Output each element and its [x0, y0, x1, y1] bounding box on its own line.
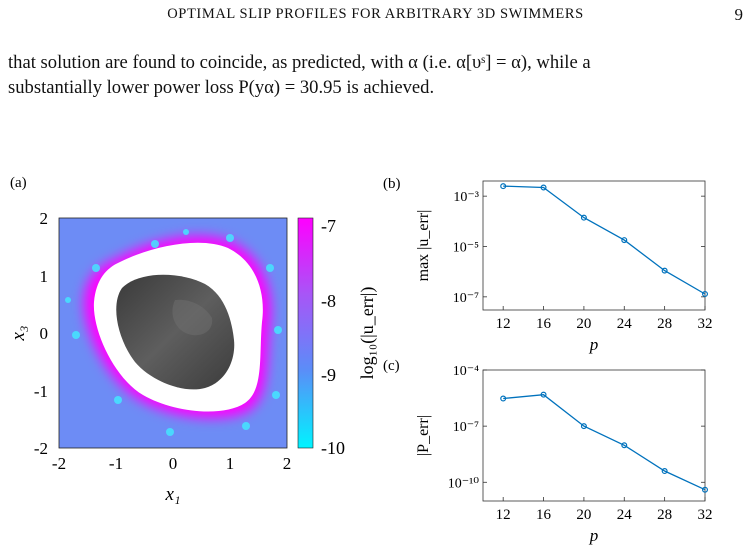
- cbar-tick-1: -8: [321, 291, 336, 311]
- panel-b-chart: 12 16 20 24 28 32 10⁻³ 10⁻⁵ 10⁻⁷ p max |u_err|: [415, 180, 713, 354]
- chart-b-xtick-label: 16: [536, 316, 552, 332]
- chart-b-ytick-label: 10⁻³: [453, 190, 479, 205]
- a-xtick-2: 0: [169, 454, 178, 473]
- a-ytick-0: 2: [40, 209, 49, 228]
- colorbar-label: log₁₀(|u_err|): [357, 287, 378, 380]
- chart-c-data-point: [701, 486, 708, 493]
- chart-c-ytick-label: 10⁻¹⁰: [448, 476, 480, 491]
- chart-b-data-point: [540, 184, 547, 191]
- chart-b-data-point: [701, 290, 708, 297]
- chart-b-series-line: [503, 185, 706, 295]
- chart-b-xtick-label: 32: [698, 316, 713, 332]
- page-number: 9: [734, 5, 744, 24]
- chart-b-frame: [482, 180, 706, 311]
- running-header: OPTIMAL SLIP PROFILES FOR ARBITRARY 3D S…: [0, 2, 751, 26]
- panel-a-label: (a): [10, 175, 27, 191]
- chart-b-xtick-label: 12: [496, 316, 511, 332]
- chart-c-ylabel: |P_err|: [415, 415, 432, 456]
- chart-c-xtick-label: 24: [617, 507, 633, 523]
- chart-c-xlabel: p: [589, 526, 599, 545]
- panel-a-frame: [58, 217, 288, 449]
- a-ytick-3: -1: [34, 382, 48, 401]
- chart-c-data-point: [661, 468, 668, 475]
- a-xtick-3: 1: [226, 454, 235, 473]
- chart-c-data-point: [621, 442, 628, 449]
- chart-b-data-point: [661, 267, 668, 274]
- colorbar-ticks: -7 -8 -9 -10: [321, 216, 345, 458]
- swimmer-highlight: [172, 299, 213, 336]
- panel-c-chart: 12 16 20 24 28 32 10⁻⁴ 10⁻⁷ 10⁻¹⁰ p |P_err|: [415, 364, 713, 545]
- chart-b-data-point: [621, 237, 628, 244]
- chart-c-data-point: [540, 391, 547, 398]
- chart-c-ytick-label: 10⁻⁷: [453, 420, 479, 435]
- chart-c-series-line: [503, 394, 706, 491]
- a-ytick-1: 1: [40, 267, 49, 286]
- a-ytick-4: -2: [34, 439, 48, 458]
- chart-c-data-point: [500, 395, 507, 402]
- chart-c-xtick-label: 16: [536, 507, 552, 523]
- chart-b-xtick-label: 20: [576, 316, 591, 332]
- chart-b-data-point: [500, 183, 507, 190]
- chart-c-frame: [482, 369, 706, 502]
- a-xtick-0: -2: [52, 454, 66, 473]
- body-line-1: that solution are found to coincide, as …: [8, 52, 591, 73]
- running-title: OPTIMAL SLIP PROFILES FOR ARBITRARY 3D S…: [167, 6, 584, 22]
- a-xlabel: x₁: [164, 484, 180, 505]
- cbar-tick-0: -7: [321, 216, 336, 236]
- panel-a-xticks: -2 -1 0 1 2: [52, 454, 291, 473]
- a-xtick-1: -1: [109, 454, 123, 473]
- chart-c-xtick-label: 12: [496, 507, 511, 523]
- panel-c-label: (c): [383, 358, 400, 374]
- chart-c-ytick-label: 10⁻⁴: [453, 364, 479, 379]
- body-line-2: substantially lower power loss P(yα) = 3…: [8, 77, 435, 98]
- swimmer-body: [116, 274, 235, 390]
- chart-c-xtick-label: 32: [698, 507, 713, 523]
- chart-c-xtick-label: 20: [576, 507, 591, 523]
- colorbar: [297, 217, 314, 449]
- a-ylabel: x₃: [8, 325, 29, 341]
- chart-b-xtick-label: 24: [617, 316, 633, 332]
- cyan-speckles: [65, 229, 282, 436]
- a-xtick-4: 2: [283, 454, 292, 473]
- chart-b-xlabel: p: [589, 335, 599, 354]
- cbar-tick-3: -10: [321, 438, 345, 458]
- cbar-tick-2: -9: [321, 365, 336, 385]
- chart-b-ytick-label: 10⁻⁷: [453, 291, 479, 306]
- chart-b-ytick-label: 10⁻⁵: [453, 240, 479, 255]
- panel-a-field: [59, 218, 287, 448]
- a-ytick-2: 0: [40, 324, 49, 343]
- chart-c-xtick-label: 28: [657, 507, 672, 523]
- chart-b-ylabel: max |u_err|: [415, 210, 432, 282]
- chart-b-xtick-label: 28: [657, 316, 672, 332]
- panel-a-yticks: 2 1 0 -1 -2: [34, 209, 48, 458]
- chart-b-data-point: [580, 214, 587, 221]
- panel-b-label: (b): [383, 176, 401, 192]
- body-paragraph: that solution are found to coincide, as …: [8, 50, 746, 100]
- chart-c-data-point: [580, 423, 587, 430]
